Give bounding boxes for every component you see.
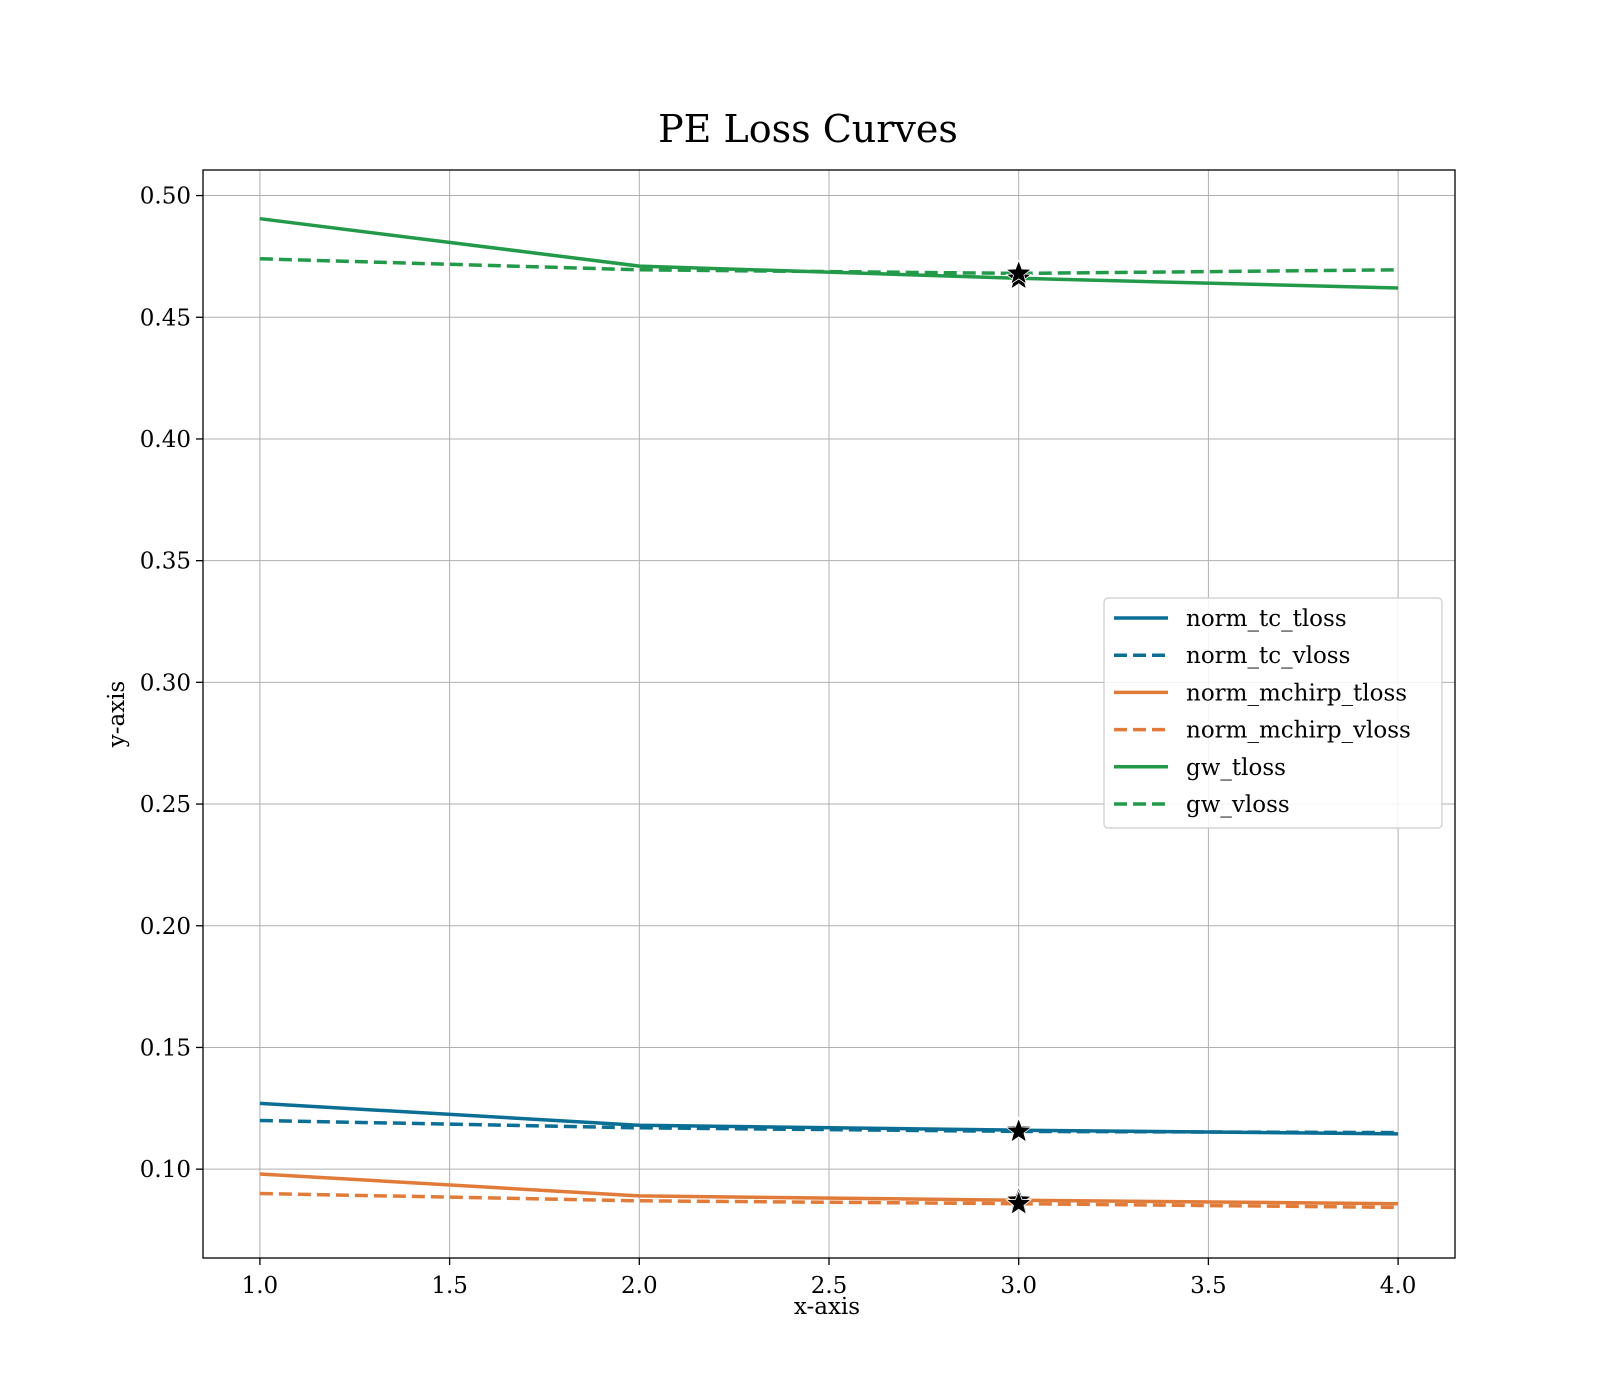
y-tick-label: 0.40 [140, 427, 191, 453]
x-axis-label: x-axis [794, 1294, 860, 1320]
x-axis-ticks: 1.0 1.5 2.0 2.5 3.0 3.5 4.0 [242, 1258, 1417, 1299]
legend-label-norm-tc-tloss: norm_tc_tloss [1186, 606, 1347, 632]
x-tick-label: 1.5 [431, 1273, 468, 1299]
star-marker [1005, 1117, 1033, 1143]
x-tick-label: 2.0 [621, 1273, 658, 1299]
y-tick-label: 0.50 [140, 184, 191, 210]
x-tick-label: 3.0 [1000, 1273, 1037, 1299]
legend-label-gw-tloss: gw_tloss [1186, 755, 1286, 781]
x-tick-label: 2.5 [811, 1273, 848, 1299]
series-line-norm-tc-tloss [259, 1101, 1399, 1136]
series-line-norm-mchirp-tloss [259, 1172, 1399, 1206]
star-marker [1005, 1189, 1033, 1216]
x-tick-label: 4.0 [1380, 1273, 1417, 1299]
y-tick-label: 0.35 [140, 549, 191, 575]
y-tick-label: 0.15 [140, 1035, 191, 1061]
legend-label-norm-mchirp-vloss: norm_mchirp_vloss [1186, 718, 1411, 744]
y-tick-label: 0.25 [140, 792, 191, 818]
legend: norm_tc_tloss norm_tc_vloss norm_mchirp_tl… [1103, 597, 1443, 829]
y-axis-ticks: 0.10 0.15 0.20 0.25 0.30 0.35 0.40 0.45 0.50 [140, 184, 203, 1183]
y-tick-label: 0.10 [140, 1157, 191, 1183]
legend-items: norm_tc_tloss norm_tc_vloss norm_mchirp_tl… [1114, 606, 1411, 818]
y-tick-label: 0.30 [140, 670, 191, 696]
y-axis-label: y-axis [104, 681, 130, 749]
legend-label-norm-tc-vloss: norm_tc_vloss [1186, 643, 1350, 669]
star-marker [1005, 259, 1033, 285]
legend-box [1103, 597, 1443, 829]
star-markers [1005, 259, 1033, 1216]
series-lines [259, 216, 1399, 1210]
y-tick-label: 0.45 [140, 305, 191, 331]
x-tick-label: 1.0 [242, 1273, 279, 1299]
legend-label-gw-vloss: gw_vloss [1186, 792, 1290, 818]
y-tick-label: 0.20 [140, 914, 191, 940]
legend-label-norm-mchirp-tloss: norm_mchirp_tloss [1186, 680, 1407, 706]
x-tick-label: 3.5 [1190, 1273, 1227, 1299]
chart-title: PE Loss Curves [658, 107, 958, 151]
series-line-gw-tloss [259, 216, 1399, 290]
